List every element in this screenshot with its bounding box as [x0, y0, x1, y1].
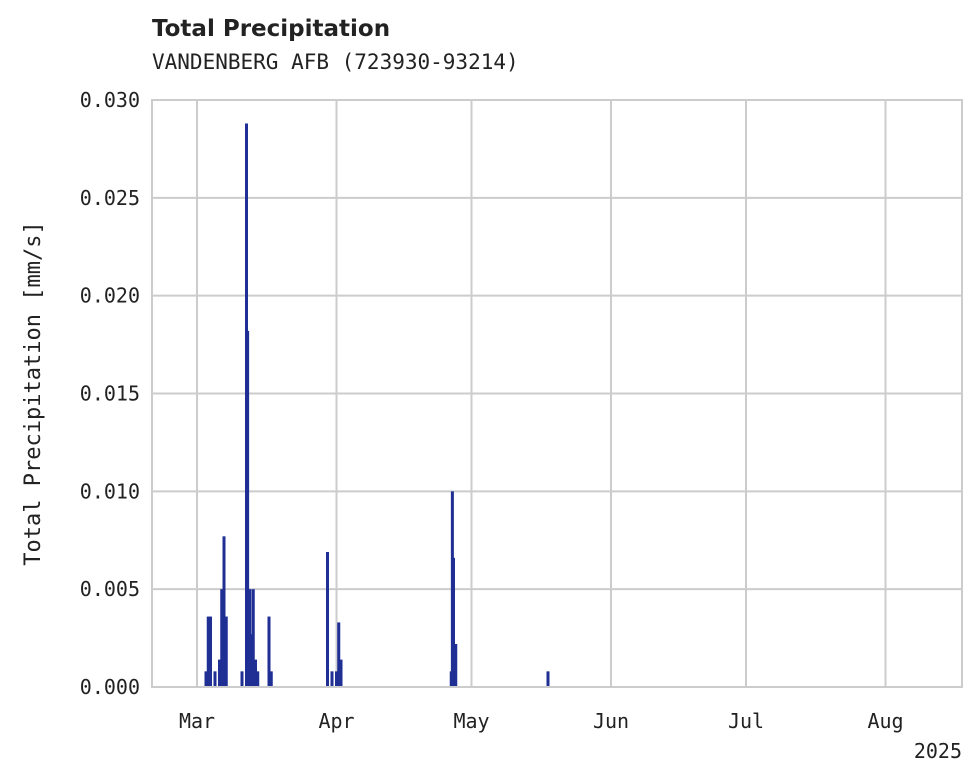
x-tick-label: May: [453, 709, 489, 733]
y-tick-label: 0.015: [80, 382, 140, 406]
x-tick-label: Mar: [179, 709, 215, 733]
plot-frame: [151, 99, 963, 688]
y-tick-label: 0.030: [80, 88, 140, 112]
precip-bar: [222, 536, 226, 687]
precip-bar: [256, 671, 260, 687]
precip-bar: [546, 671, 550, 687]
y-tick-labels: 0.000 0.005 0.010 0.015 0.020 0.025 0.030: [80, 88, 140, 699]
precip-bar: [269, 671, 273, 687]
y-axis-label: Total Precipitation [mm/s]: [21, 221, 46, 565]
precip-bar: [204, 671, 208, 687]
precip-bar: [339, 659, 343, 687]
precip-bar: [224, 616, 228, 687]
precip-bar: [326, 551, 329, 687]
y-tick-label: 0.000: [80, 675, 140, 699]
y-tick-label: 0.010: [80, 479, 140, 503]
x-tick-label: Jun: [593, 709, 629, 733]
chart-title: Total Precipitation: [152, 16, 391, 42]
precip-bar: [206, 616, 210, 687]
precip-bar: [452, 557, 455, 687]
precip-bar: [267, 616, 271, 687]
chart-subtitle: VANDENBERG AFB (723930-93214): [152, 50, 519, 74]
precip-bar: [218, 659, 221, 687]
year-label: 2025: [914, 739, 962, 763]
precip-bar: [454, 643, 458, 687]
precip-bar: [220, 589, 224, 687]
precip-bar: [254, 659, 257, 687]
precip-bar: [213, 671, 217, 687]
precip-bar: [337, 622, 341, 687]
y-tick-label: 0.025: [80, 186, 140, 210]
y-tick-label: 0.005: [80, 577, 140, 601]
x-tick-label: Apr: [318, 709, 354, 733]
precip-bar: [209, 616, 212, 687]
precip-bar: [246, 330, 250, 687]
y-tick-label: 0.020: [80, 284, 140, 308]
grid-lines: [152, 99, 962, 688]
x-tick-label: Jul: [728, 709, 764, 733]
precip-bar: [240, 671, 244, 687]
precip-bar: [335, 671, 338, 687]
x-tick-labels: Mar Apr May Jun Jul Aug: [179, 709, 904, 733]
precip-bar: [251, 589, 255, 687]
precip-bar: [330, 671, 334, 687]
precip-bar: [249, 634, 253, 687]
x-tick-label: Aug: [867, 709, 903, 733]
bars-layer: [204, 123, 550, 688]
